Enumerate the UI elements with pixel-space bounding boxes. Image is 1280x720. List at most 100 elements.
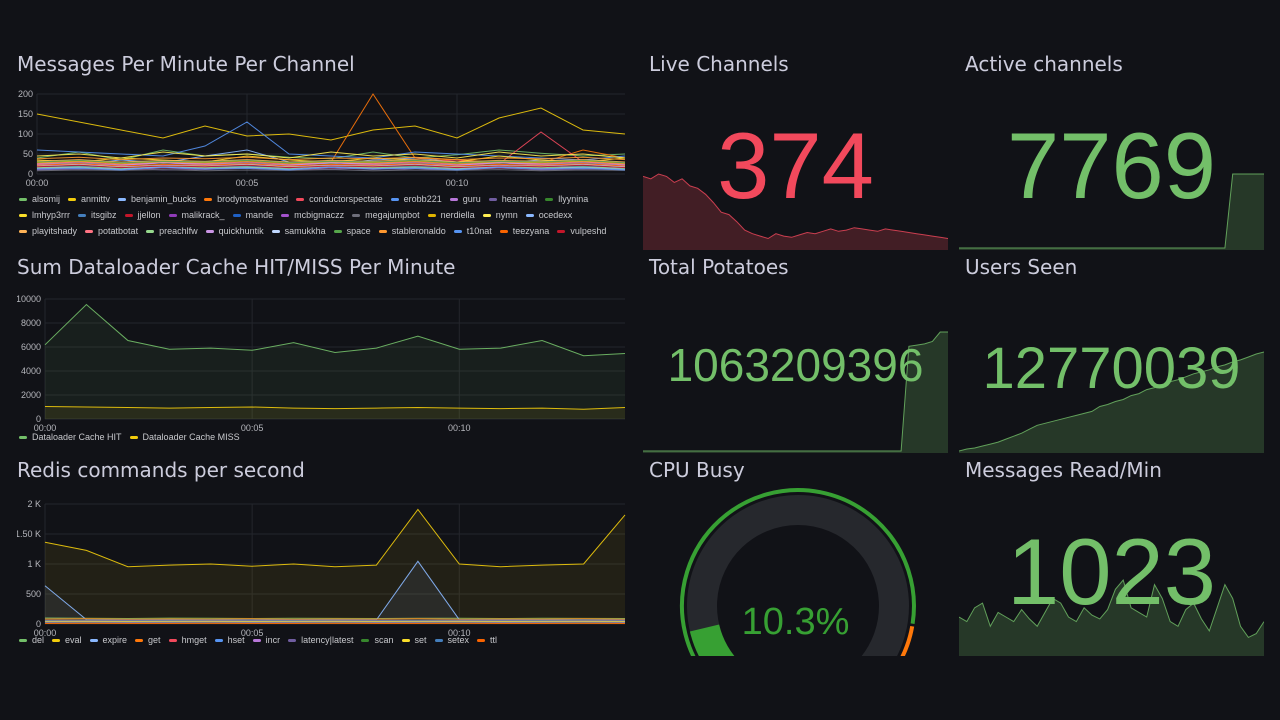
legend-label: get (148, 635, 161, 645)
series-line-megajumpbot[interactable] (36, 169, 626, 172)
potatoes-sparkline (643, 331, 948, 453)
series-line-anmittv[interactable] (36, 107, 626, 141)
legend-item[interactable]: quickhuntik (205, 223, 264, 239)
legend-item[interactable]: teezyana (499, 223, 549, 239)
series-line-eval[interactable] (44, 508, 626, 568)
x-tick-label: 00:00 (34, 423, 57, 433)
messages-chart[interactable]: 200 150 100 50 000:00 00:05 00:10 (17, 88, 627, 188)
legend-swatch (129, 436, 138, 440)
series-line-teezyana[interactable] (36, 163, 626, 167)
series-line-playitshady[interactable] (36, 159, 626, 163)
legend-item[interactable]: megajumpbot (352, 207, 420, 223)
series-line-vulpeshd[interactable] (36, 164, 626, 169)
legend-item[interactable]: itsgibz (78, 207, 117, 223)
legend-swatch (68, 198, 77, 202)
legend-item[interactable]: get (135, 632, 161, 648)
panel-title[interactable]: Total Potatoes (649, 255, 789, 279)
series-line-space[interactable] (36, 159, 626, 164)
legend-label: quickhuntik (218, 226, 264, 236)
legend-item[interactable]: mande (232, 207, 274, 223)
legend-item[interactable]: set (401, 632, 427, 648)
legend-item[interactable]: playitshady (19, 223, 77, 239)
series-line-nerdiella[interactable] (36, 160, 626, 165)
legend-item[interactable]: ttl (477, 632, 497, 648)
legend-item[interactable]: potatbotat (85, 223, 138, 239)
legend-item[interactable]: erobb221 (390, 191, 442, 207)
legend-swatch (19, 230, 27, 234)
panel-title[interactable]: Redis commands per second (17, 458, 305, 482)
series-line-nymn[interactable] (36, 151, 626, 159)
series-line-ocedexx[interactable] (36, 166, 626, 170)
legend-item[interactable]: nerdiella (427, 207, 475, 223)
legend-swatch (135, 639, 144, 643)
legend-item[interactable]: llyynina (545, 191, 588, 207)
legend-swatch (271, 230, 280, 234)
series-line-Dataloader Cache MISS[interactable] (44, 406, 626, 410)
legend-item[interactable]: incr (252, 632, 280, 648)
legend-item[interactable]: guru (449, 191, 481, 207)
panel-title[interactable]: CPU Busy (649, 458, 745, 482)
legend-label: lmhyp3rrr (32, 210, 71, 220)
legend-label: potatbotat (98, 226, 139, 236)
legend-item[interactable]: hmget (168, 632, 207, 648)
series-line-quickhuntik[interactable] (36, 162, 626, 166)
legend-swatch (545, 198, 554, 202)
sparkline-area (959, 174, 1264, 250)
legend-item[interactable]: mcbigmaczz (281, 207, 344, 223)
series-line-samukkha[interactable] (36, 163, 626, 168)
legend-item[interactable]: hset (214, 632, 245, 648)
legend-label: ttl (490, 635, 498, 645)
legend-item[interactable]: Dataloader Cache HIT (19, 429, 122, 445)
legend-label: mande (245, 210, 274, 220)
legend-item[interactable]: heartriah (488, 191, 537, 207)
cache-chart[interactable]: 10000 8000 6000 4000 2000 000:00 00:05 00:10 (17, 293, 627, 433)
legend-label: del (32, 635, 45, 645)
redis-chart[interactable]: 2 K 1.50 K 1 K 500 000:00 00:05 00:10 (17, 498, 627, 638)
series-line-erobb221[interactable] (36, 121, 626, 161)
legend-item[interactable]: brodymostwanted (204, 191, 288, 207)
legend-item[interactable]: vulpeshd (557, 223, 606, 239)
legend-item[interactable]: scan (361, 632, 394, 648)
legend-item[interactable]: jjellon (124, 207, 161, 223)
series-line-alsomij[interactable] (36, 149, 626, 161)
series-line-Dataloader Cache HIT[interactable] (44, 303, 626, 357)
sparkline-line (643, 331, 948, 452)
legend-item[interactable]: benjamin_bucks (118, 191, 196, 207)
x-tick-label: 00:10 (448, 628, 471, 638)
panel-title[interactable]: Sum Dataloader Cache HIT/MISS Per Minute (17, 255, 456, 279)
panel-title[interactable]: Messages Read/Min (965, 458, 1162, 482)
series-line-del[interactable] (44, 617, 626, 620)
legend-item[interactable]: malikrack_ (168, 207, 225, 223)
sparkline-area (643, 332, 948, 453)
legend-item[interactable]: conductorspectate (296, 191, 383, 207)
legend-item[interactable]: t10nat (453, 223, 492, 239)
legend-item[interactable]: lmhyp3rrr (19, 207, 70, 223)
legend-item[interactable]: expire (89, 632, 127, 648)
legend-item[interactable]: setex (434, 632, 469, 648)
panel-title[interactable]: Live Channels (649, 52, 789, 76)
legend-item[interactable]: ocedexx (525, 207, 572, 223)
panel-title[interactable]: Messages Per Minute Per Channel (17, 52, 355, 76)
sparkline-line (959, 173, 1264, 249)
series-line-t10nat[interactable] (36, 167, 626, 171)
legend-item[interactable]: Dataloader Cache MISS (129, 429, 240, 445)
panel-title[interactable]: Users Seen (965, 255, 1078, 279)
legend-item[interactable]: nymn (482, 207, 518, 223)
legend-item[interactable]: latency|latest (288, 632, 353, 648)
panel-total-potatoes: Total Potatoes 1063209396 (643, 255, 948, 453)
legend-swatch (168, 214, 177, 218)
messages-legend: alsomij anmittv benjamin_bucks brodymostwan… (19, 191, 625, 242)
y-tick-label: 0 (36, 619, 41, 629)
series-line-stableronaldo[interactable] (36, 156, 626, 161)
legend-swatch (168, 639, 177, 643)
panel-title[interactable]: Active channels (965, 52, 1123, 76)
legend-item[interactable]: stableronaldo (378, 223, 446, 239)
legend-item[interactable]: alsomij (19, 191, 60, 207)
legend-item[interactable]: preachlfw (146, 223, 198, 239)
legend-item[interactable]: samukkha (271, 223, 326, 239)
legend-item[interactable]: anmittv (68, 191, 110, 207)
legend-label: preachlfw (159, 226, 198, 236)
legend-item[interactable]: space (333, 223, 371, 239)
legend-item[interactable]: del (19, 632, 44, 648)
legend-item[interactable]: eval (52, 632, 82, 648)
